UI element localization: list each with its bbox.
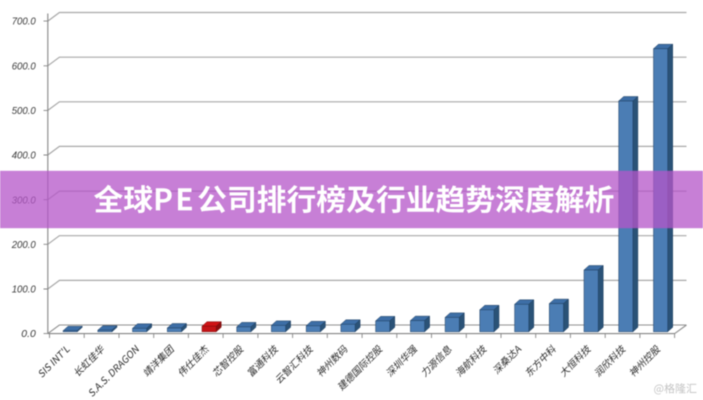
svg-text:600.0: 600.0 — [12, 61, 36, 72]
svg-text:200.0: 200.0 — [11, 240, 36, 251]
svg-text:700.0: 700.0 — [12, 17, 36, 28]
svg-text:400.0: 400.0 — [12, 151, 36, 162]
svg-text:0.0: 0.0 — [21, 329, 36, 340]
svg-text:100.0: 100.0 — [12, 285, 36, 296]
svg-text:500.0: 500.0 — [12, 106, 36, 117]
